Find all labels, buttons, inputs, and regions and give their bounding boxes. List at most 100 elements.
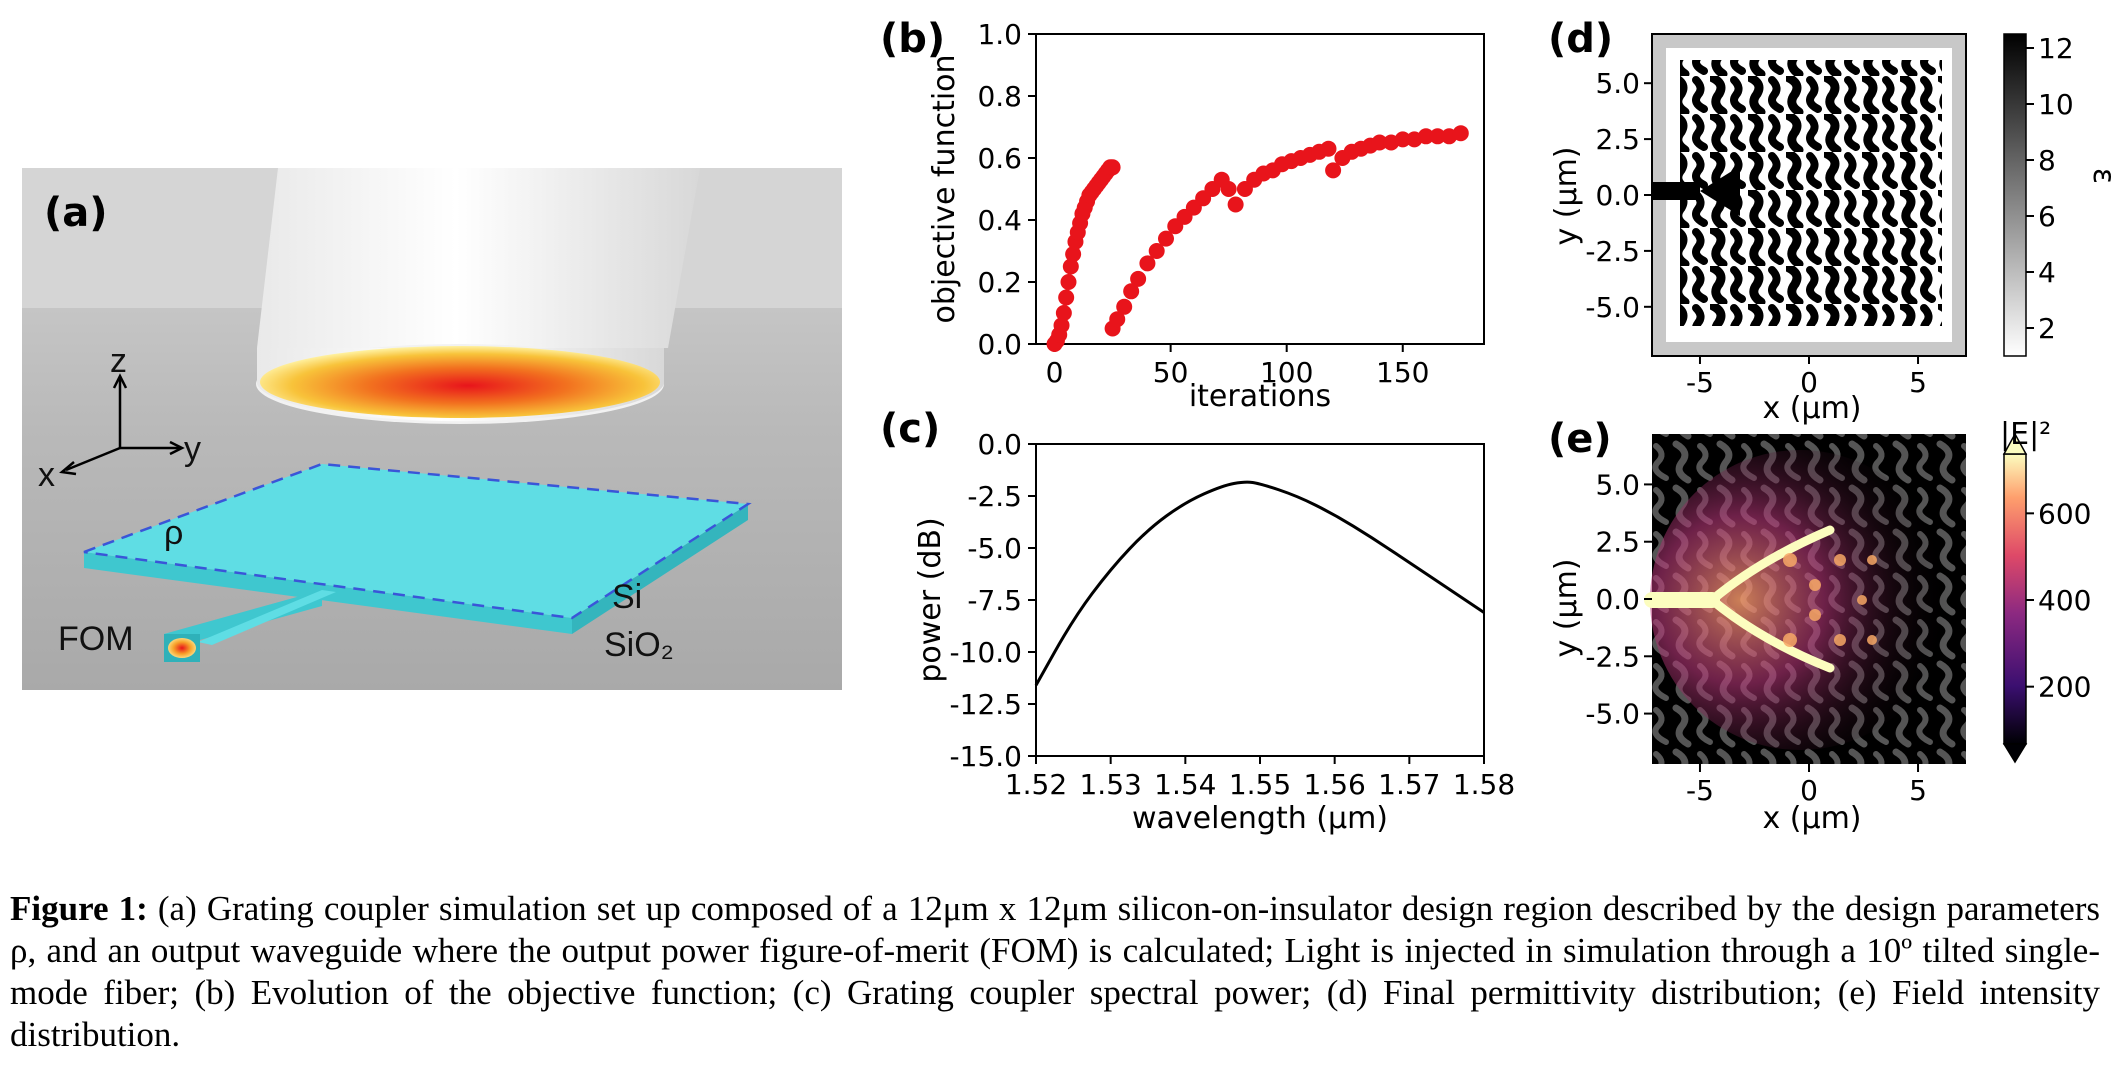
d-x-tick-label: -5 — [1686, 366, 1714, 399]
b-y-tick-label: 1.0 — [977, 18, 1022, 51]
e-y-tick-label: -5.0 — [1585, 698, 1640, 731]
axis-y-label: y — [184, 430, 201, 468]
c-x-tick-label: 1.56 — [1303, 768, 1365, 801]
b-data-point — [1053, 317, 1070, 334]
b-data-point — [1130, 270, 1147, 287]
b-data-point — [1452, 125, 1469, 142]
b-y-tick-label: 0.8 — [977, 80, 1022, 113]
panel-c-chart: (c) 0.0-2.5-5.0-7.5-10.0-12.5-15.0 1.52 1… — [880, 406, 1515, 836]
e-x-ticks: -5 0 5 — [1686, 764, 1927, 807]
b-data-point — [1220, 181, 1237, 197]
d-y-tick-label: -5.0 — [1585, 291, 1640, 324]
b-data-point — [1394, 131, 1411, 148]
caption-bold: Figure 1: — [10, 889, 148, 928]
e-y-ticks: 5.0 2.5 0.0 -2.5 -5.0 — [1585, 468, 1652, 731]
si-label: Si — [612, 578, 642, 616]
b-y-ticks: 0.0 0.2 0.4 0.6 0.8 1.0 — [977, 18, 1036, 361]
e-y-axis-label: y (μm) — [1549, 558, 1584, 657]
c-y-tick-label: -12.5 — [950, 688, 1022, 721]
b-y-tick-label: 0.6 — [977, 142, 1022, 175]
b-data-point — [1055, 305, 1072, 321]
caption-text: (a) Grating coupler simulation set up co… — [10, 889, 2100, 1054]
c-y-tick-label: -7.5 — [967, 584, 1022, 617]
b-x-tick-label: 100 — [1260, 356, 1313, 389]
b-x-tick-label: 0 — [1046, 356, 1064, 389]
e-y-tick-label: 0.0 — [1595, 583, 1640, 616]
fiber-mode-spot — [260, 346, 660, 418]
b-data-point — [1123, 283, 1140, 300]
c-y-tick-label: -15.0 — [950, 740, 1022, 773]
b-x-ticks: 0 50 100 150 — [1046, 344, 1429, 389]
e-colorbar-tick-label: 400 — [2038, 584, 2091, 617]
panel-label-c: (c) — [880, 406, 940, 452]
d-x-tick-label: 0 — [1800, 366, 1818, 399]
fom-mode-spot — [168, 638, 196, 658]
d-colorbar-tick-label: 2 — [2038, 312, 2056, 345]
fom-label: FOM — [58, 620, 134, 658]
b-data-point — [1325, 162, 1342, 179]
d-colorbar-tick-label: 8 — [2038, 144, 2056, 177]
b-y-tick-label: 0.0 — [977, 328, 1022, 361]
d-colorbar — [2003, 33, 2027, 357]
rho-label: ρ — [164, 514, 183, 552]
b-x-tick-label: 150 — [1376, 356, 1429, 389]
b-data-point — [1227, 196, 1244, 213]
d-y-tick-label: 0.0 — [1595, 179, 1640, 212]
c-y-tick-label: 0.0 — [977, 428, 1022, 461]
b-data-point — [1417, 128, 1434, 145]
c-x-ticks: 1.52 1.53 1.54 1.55 1.56 1.57 1.58 — [1005, 756, 1515, 801]
d-y-tick-label: 2.5 — [1595, 123, 1640, 156]
c-x-tick-label: 1.58 — [1453, 768, 1515, 801]
fiber — [256, 168, 700, 424]
b-data-point — [1320, 140, 1337, 157]
b-y-axis-label: objective function — [927, 54, 962, 323]
e-colorbar-tick-label: 600 — [2038, 497, 2091, 530]
panel-label-a: (a) — [44, 190, 108, 236]
d-x-tick-label: 5 — [1909, 366, 1927, 399]
b-data-point — [1429, 128, 1446, 145]
d-colorbar-tick-label: 12 — [2038, 32, 2074, 65]
e-y-tick-label: -2.5 — [1585, 640, 1640, 673]
c-spectrum-line — [1034, 480, 1485, 687]
e-colorbar-tick-label: 200 — [2038, 671, 2091, 704]
b-x-axis-label: iterations — [1189, 379, 1331, 414]
d-y-tick-label: 5.0 — [1595, 67, 1640, 100]
b-y-tick-label: 0.2 — [977, 266, 1022, 299]
e-x-axis-label: x (μm) — [1762, 801, 1861, 836]
d-colorbar-tick-label: 4 — [2038, 256, 2056, 289]
b-data-point — [1148, 243, 1165, 259]
d-y-tick-label: -2.5 — [1585, 235, 1640, 268]
d-colorbar-tick-label: 10 — [2038, 88, 2074, 121]
e-x-tick-label: 5 — [1909, 774, 1927, 807]
b-points — [1046, 125, 1469, 352]
d-y-axis-label: y (μm) — [1549, 146, 1584, 245]
b-x-tick-label: 50 — [1153, 356, 1189, 389]
e-y-tick-label: 5.0 — [1595, 468, 1640, 501]
e-x-tick-label: 0 — [1800, 774, 1818, 807]
e-colorbar-ticks: 600 400 200 — [2026, 497, 2091, 704]
c-y-ticks: 0.0 -2.5 -5.0 -7.5 -10.0 -12.5 -15.0 — [950, 428, 1036, 773]
b-data-point — [1116, 298, 1133, 315]
b-data-point — [1060, 274, 1077, 290]
b-data-point — [1058, 289, 1075, 306]
c-x-tick-label: 1.53 — [1079, 768, 1141, 801]
c-x-tick-label: 1.57 — [1378, 768, 1440, 801]
c-y-tick-label: -2.5 — [967, 480, 1022, 513]
axis-x-label: x — [38, 456, 55, 494]
d-colorbar-tick-label: 6 — [2038, 200, 2056, 233]
d-x-ticks: -5 0 5 — [1686, 356, 1927, 399]
e-y-tick-label: 2.5 — [1595, 526, 1640, 559]
sio2-label: SiO₂ — [604, 626, 674, 664]
e-colorbar-label: |E|² — [2000, 417, 2051, 452]
b-data-point — [1062, 258, 1079, 275]
panel-d-chart: (d) 5.0 2.5 0.0 -2.5 -5.0 -5 0 5 y (μm) x (μm)… — [1548, 16, 2113, 426]
c-x-tick-label: 1.54 — [1154, 768, 1216, 801]
panel-label-e: (e) — [1548, 416, 1612, 462]
c-y-axis-label: power (dB) — [913, 517, 948, 682]
axis-z-label: z — [110, 342, 127, 380]
panel-e-chart: (e) 5.0 2.5 0.0 -2.5 -5.0 -5 0 5 y (μm) x (μm)… — [1548, 416, 2091, 836]
b-y-tick-label: 0.4 — [977, 204, 1022, 237]
c-x-tick-label: 1.55 — [1229, 768, 1291, 801]
d-colorbar-ticks: 12 10 8 6 4 2 — [2026, 32, 2074, 345]
c-x-axis-label: wavelength (μm) — [1132, 801, 1388, 836]
